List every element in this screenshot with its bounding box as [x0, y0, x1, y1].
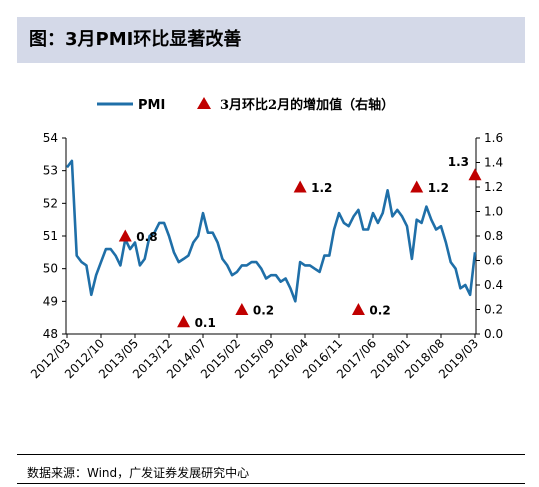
triangle-marker — [118, 229, 132, 242]
data-label: 1.2 — [428, 181, 449, 195]
legend-triangle-swatch — [197, 97, 211, 109]
y-right-tick-label: 0.0 — [484, 327, 503, 341]
y-right-tick-label: 1.2 — [484, 180, 503, 194]
y-right-tick-label: 0.4 — [484, 278, 503, 292]
y-left-tick-label: 54 — [43, 131, 58, 145]
y-right-tick-label: 0.6 — [484, 254, 503, 268]
y-right-tick-label: 1.6 — [484, 131, 503, 145]
triangle-marker — [177, 315, 191, 328]
data-label: 1.2 — [311, 181, 332, 195]
triangle-marker — [293, 180, 307, 193]
y-right-tick-label: 0.2 — [484, 303, 503, 317]
source-note: 数据来源：Wind，广发证券发展研究中心 — [27, 466, 250, 480]
legend-label-increase: 3月环比2月的增加值（右轴） — [220, 97, 394, 113]
title-band: 图：3月PMI环比显著改善 — [17, 17, 525, 63]
triangle-marker — [351, 303, 365, 316]
triangle-marker — [235, 303, 249, 316]
y-left-tick-label: 50 — [43, 262, 58, 276]
y-right-tick-label: 1.0 — [484, 205, 503, 219]
y-left-tick-label: 49 — [43, 294, 58, 308]
series-line-pmi — [65, 159, 477, 303]
data-label: 0.2 — [369, 304, 390, 318]
data-label: 1.3 — [448, 155, 469, 169]
data-label: 0.2 — [253, 304, 274, 318]
triangle-marker — [468, 168, 482, 181]
footer-rule — [17, 454, 525, 455]
chart-title: 图：3月PMI环比显著改善 — [29, 29, 242, 50]
y-left-tick-label: 53 — [43, 164, 58, 178]
y-left-tick-label: 48 — [43, 327, 58, 341]
y-right-tick-label: 0.8 — [484, 229, 503, 243]
data-label: 0.1 — [195, 316, 216, 330]
bottom-rule — [17, 483, 525, 484]
triangle-marker — [410, 180, 424, 193]
y-left-tick-label: 51 — [43, 229, 58, 243]
y-left-tick-label: 52 — [43, 196, 58, 210]
y-right-tick-label: 1.4 — [484, 156, 503, 170]
data-label: 0.8 — [136, 230, 157, 244]
legend-label-pmi: PMI — [138, 98, 165, 113]
